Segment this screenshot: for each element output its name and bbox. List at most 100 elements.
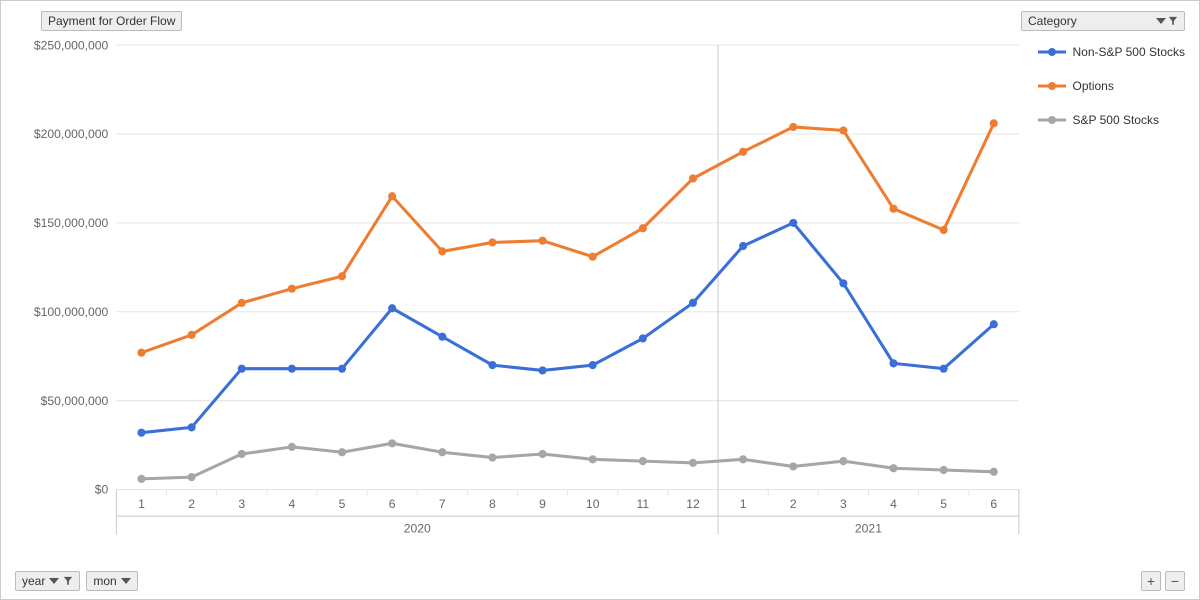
data-point[interactable] xyxy=(940,466,948,474)
data-point[interactable] xyxy=(288,285,296,293)
legend-item[interactable]: Non-S&P 500 Stocks xyxy=(1038,45,1185,59)
data-point[interactable] xyxy=(589,253,597,261)
svg-text:$250,000,000: $250,000,000 xyxy=(34,39,109,52)
data-point[interactable] xyxy=(839,126,847,134)
data-point[interactable] xyxy=(338,365,346,373)
data-point[interactable] xyxy=(739,455,747,463)
data-point[interactable] xyxy=(539,237,547,245)
svg-text:$0: $0 xyxy=(95,483,109,497)
data-point[interactable] xyxy=(940,226,948,234)
data-point[interactable] xyxy=(539,366,547,374)
legend-label: Options xyxy=(1072,79,1113,93)
legend: Non-S&P 500 Stocks Options S&P 500 Stocks xyxy=(1038,45,1185,127)
svg-text:12: 12 xyxy=(686,497,700,511)
data-point[interactable] xyxy=(388,304,396,312)
data-point[interactable] xyxy=(990,320,998,328)
svg-text:10: 10 xyxy=(586,497,600,511)
data-point[interactable] xyxy=(137,349,145,357)
data-point[interactable] xyxy=(137,475,145,483)
data-point[interactable] xyxy=(639,334,647,342)
data-point[interactable] xyxy=(589,361,597,369)
svg-text:$100,000,000: $100,000,000 xyxy=(34,305,109,319)
legend-marker xyxy=(1038,45,1066,59)
svg-text:$200,000,000: $200,000,000 xyxy=(34,127,109,141)
data-point[interactable] xyxy=(839,457,847,465)
data-point[interactable] xyxy=(438,448,446,456)
data-point[interactable] xyxy=(940,365,948,373)
data-point[interactable] xyxy=(438,333,446,341)
data-point[interactable] xyxy=(990,468,998,476)
data-point[interactable] xyxy=(188,473,196,481)
year-filter-pill[interactable]: year xyxy=(15,571,80,591)
chart-frame: Payment for Order Flow Category Non-S&P … xyxy=(0,0,1200,600)
data-point[interactable] xyxy=(589,455,597,463)
chart-svg: $0 $50,000,000 $100,000,000 $150,000,000 $20… xyxy=(15,39,1029,551)
data-point[interactable] xyxy=(739,148,747,156)
data-point[interactable] xyxy=(488,238,496,246)
data-point[interactable] xyxy=(639,457,647,465)
value-field-pill[interactable]: Payment for Order Flow xyxy=(41,11,182,31)
data-point[interactable] xyxy=(889,359,897,367)
data-point[interactable] xyxy=(789,219,797,227)
data-point[interactable] xyxy=(438,247,446,255)
data-point[interactable] xyxy=(789,462,797,470)
data-point[interactable] xyxy=(238,299,246,307)
data-point[interactable] xyxy=(689,459,697,467)
svg-text:$50,000,000: $50,000,000 xyxy=(41,394,109,408)
svg-text:6: 6 xyxy=(389,497,396,511)
data-point[interactable] xyxy=(338,448,346,456)
svg-text:4: 4 xyxy=(288,497,295,511)
chevron-down-icon xyxy=(49,576,59,586)
data-point[interactable] xyxy=(288,365,296,373)
data-point[interactable] xyxy=(338,272,346,280)
data-point[interactable] xyxy=(889,205,897,213)
data-point[interactable] xyxy=(488,453,496,461)
year-filter-label: year xyxy=(22,574,45,588)
legend-item[interactable]: Options xyxy=(1038,79,1185,93)
category-filter-pill[interactable]: Category xyxy=(1021,11,1185,31)
svg-text:7: 7 xyxy=(439,497,446,511)
data-point[interactable] xyxy=(739,242,747,250)
data-point[interactable] xyxy=(188,331,196,339)
svg-text:2: 2 xyxy=(188,497,195,511)
data-point[interactable] xyxy=(238,365,246,373)
data-point[interactable] xyxy=(388,439,396,447)
series-line xyxy=(137,439,997,483)
legend-label: S&P 500 Stocks xyxy=(1072,113,1159,127)
category-filter-label: Category xyxy=(1028,14,1077,28)
svg-text:9: 9 xyxy=(539,497,546,511)
data-point[interactable] xyxy=(839,279,847,287)
drill-up-button[interactable]: − xyxy=(1165,571,1185,591)
svg-text:4: 4 xyxy=(890,497,897,511)
filter-icon xyxy=(63,576,73,586)
svg-text:$150,000,000: $150,000,000 xyxy=(34,216,109,230)
filter-icon xyxy=(1168,16,1178,26)
svg-text:3: 3 xyxy=(238,497,245,511)
legend-marker xyxy=(1038,79,1066,93)
legend-marker xyxy=(1038,113,1066,127)
svg-text:11: 11 xyxy=(637,497,650,511)
svg-text:3: 3 xyxy=(840,497,847,511)
drill-down-button[interactable]: + xyxy=(1141,571,1161,591)
data-point[interactable] xyxy=(388,192,396,200)
legend-item[interactable]: S&P 500 Stocks xyxy=(1038,113,1185,127)
svg-text:2020: 2020 xyxy=(404,522,431,536)
svg-text:2021: 2021 xyxy=(855,522,882,536)
data-point[interactable] xyxy=(889,464,897,472)
data-point[interactable] xyxy=(288,443,296,451)
data-point[interactable] xyxy=(990,119,998,127)
data-point[interactable] xyxy=(689,299,697,307)
data-point[interactable] xyxy=(238,450,246,458)
svg-text:6: 6 xyxy=(990,497,997,511)
data-point[interactable] xyxy=(789,123,797,131)
data-point[interactable] xyxy=(188,423,196,431)
series-line xyxy=(137,219,997,437)
data-point[interactable] xyxy=(137,429,145,437)
month-filter-pill[interactable]: mon xyxy=(86,571,137,591)
data-point[interactable] xyxy=(639,224,647,232)
data-point[interactable] xyxy=(689,174,697,182)
data-point[interactable] xyxy=(488,361,496,369)
legend-label: Non-S&P 500 Stocks xyxy=(1072,45,1185,59)
data-point[interactable] xyxy=(539,450,547,458)
chevron-down-icon xyxy=(1156,16,1166,26)
